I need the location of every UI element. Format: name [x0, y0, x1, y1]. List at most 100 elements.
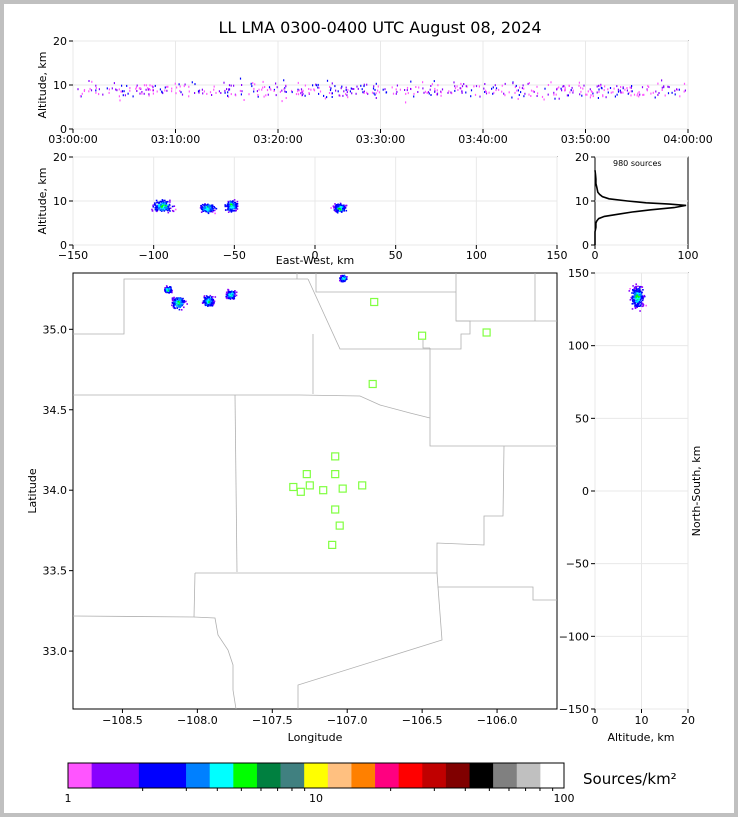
source-point	[375, 82, 377, 85]
source-point	[179, 85, 181, 88]
time-height-panel: 03:00:00 03:10:00 03:20:00 03:30:00 03:40:00…	[36, 35, 713, 146]
source-point	[178, 83, 180, 86]
source-point	[550, 81, 552, 84]
source-point	[633, 93, 636, 96]
source-point	[281, 89, 283, 92]
source-point	[136, 90, 138, 92]
source-point	[227, 207, 230, 209]
source-point	[345, 204, 348, 207]
source-point	[639, 286, 641, 288]
source-point	[207, 208, 210, 210]
source-point	[596, 91, 598, 94]
time-height-ylabel: Altitude, km	[36, 51, 49, 118]
source-point	[229, 207, 231, 210]
source-point	[301, 94, 303, 97]
source-point	[227, 91, 229, 94]
source-point	[564, 89, 566, 92]
source-point	[493, 91, 495, 94]
source-point	[561, 89, 563, 92]
histogram-profile-line	[594, 170, 687, 245]
source-point	[236, 203, 239, 205]
source-point	[361, 88, 363, 91]
lat-tick-label: 33.5	[43, 565, 68, 578]
source-point	[164, 290, 167, 292]
source-point	[635, 287, 637, 289]
source-point	[636, 294, 638, 296]
source-point	[343, 210, 345, 212]
station-marker	[368, 379, 377, 389]
source-point	[180, 309, 183, 311]
station-marker	[482, 328, 491, 337]
source-point	[230, 203, 232, 206]
county-border	[297, 586, 443, 709]
source-point	[642, 289, 644, 291]
source-point	[212, 296, 214, 298]
source-point	[339, 278, 342, 281]
plan-view-panel: −108.5 −108.0 −107.5 −107.0 −106.5 −106.0 33.0…	[26, 272, 558, 744]
source-point	[284, 90, 286, 93]
source-point	[204, 209, 206, 212]
source-point	[162, 209, 165, 211]
source-point	[664, 94, 666, 97]
source-point	[676, 88, 678, 91]
source-point	[503, 92, 505, 95]
source-point	[495, 89, 497, 92]
source-point	[180, 301, 182, 303]
source-point	[377, 89, 379, 92]
source-point	[88, 80, 90, 82]
source-point	[301, 94, 303, 97]
source-point	[91, 80, 93, 83]
colorbar-cell	[209, 763, 234, 788]
source-point	[261, 88, 263, 91]
colorbar-cell	[469, 763, 494, 788]
source-point	[205, 208, 207, 211]
source-point	[674, 89, 676, 92]
source-point	[218, 90, 220, 93]
source-point	[498, 88, 500, 91]
source-point	[343, 204, 345, 207]
source-point	[569, 91, 571, 94]
colorbar-label: Sources/km²	[583, 770, 677, 788]
source-point	[164, 201, 167, 203]
source-point	[165, 202, 168, 205]
east-west-xlabel: East-West, km	[276, 254, 354, 267]
source-point	[440, 91, 442, 94]
source-point	[437, 84, 439, 87]
source-point	[636, 299, 638, 302]
source-point	[343, 208, 345, 211]
time-tick-label: 03:20:00	[253, 133, 302, 146]
source-point	[340, 276, 342, 279]
source-point	[203, 301, 205, 304]
source-point	[319, 90, 322, 93]
hist-alt-tick-label: 20	[575, 151, 589, 164]
source-point	[165, 287, 167, 289]
source-point	[160, 205, 162, 207]
source-point	[337, 90, 339, 93]
source-point	[586, 93, 588, 96]
source-point	[634, 306, 637, 309]
station-marker	[328, 540, 337, 550]
source-point	[484, 89, 487, 92]
north-south-xlabel: Altitude, km	[607, 731, 674, 744]
source-point	[590, 94, 592, 97]
source-point	[167, 289, 169, 292]
source-point	[638, 297, 641, 299]
source-point	[171, 291, 173, 294]
east-west-ylabel: Altitude, km	[36, 167, 49, 234]
source-point	[297, 90, 299, 93]
source-point	[231, 208, 234, 210]
source-point	[340, 87, 342, 90]
source-point	[328, 92, 331, 94]
source-point	[340, 206, 342, 208]
source-point	[176, 307, 178, 309]
source-point	[122, 94, 124, 97]
lon-tick-label: −107.0	[327, 714, 368, 727]
ns-tick-label: 0	[582, 485, 589, 498]
source-point	[553, 93, 555, 96]
source-point	[89, 87, 91, 90]
source-point	[363, 90, 365, 93]
source-point	[678, 88, 680, 91]
source-point	[339, 204, 342, 206]
colorbar-cell	[280, 763, 305, 788]
source-point	[612, 91, 614, 94]
